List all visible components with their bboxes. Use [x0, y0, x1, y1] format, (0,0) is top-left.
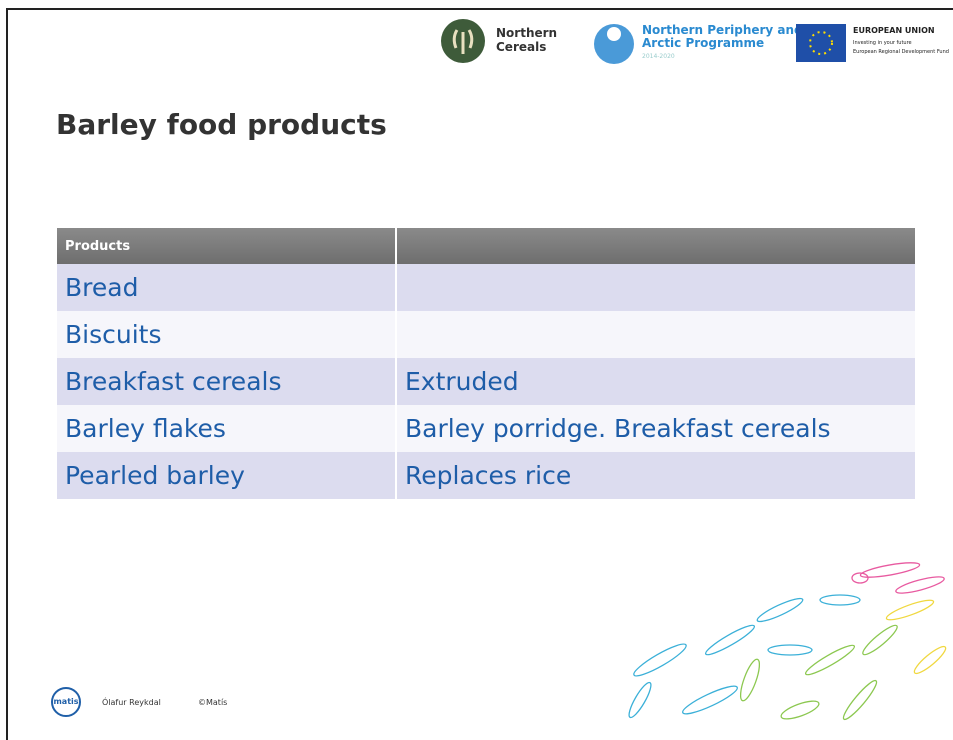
decoration — [600, 550, 953, 724]
matis-logo: matis — [50, 686, 82, 718]
slide: Northern Cereals Northern Periphery and … — [0, 0, 953, 724]
cell: Bread — [57, 264, 395, 311]
cell: Pearled barley — [57, 452, 395, 499]
cell: Barley flakes — [57, 405, 395, 452]
logo-text: Arctic Programme — [642, 37, 803, 50]
slide-title: Barley food products — [56, 108, 387, 141]
header-row: Products — [57, 228, 915, 264]
header-cell: Products — [57, 228, 395, 264]
logo-text: matis — [53, 697, 78, 706]
logo-text: Investing in your future — [853, 39, 949, 48]
cell: Extruded — [397, 358, 915, 405]
header-cell — [397, 228, 915, 264]
northern-cereals-icon — [440, 18, 486, 64]
eu-logo: EUROPEAN UNION Investing in your future … — [853, 26, 949, 57]
author: Ólafur Reykdal — [102, 698, 161, 707]
logo-text: European Regional Development Fund — [853, 48, 949, 57]
cell: Biscuits — [57, 311, 395, 358]
logo-text: Northern — [496, 26, 557, 40]
row: Biscuits — [57, 311, 915, 358]
logo-text: Cereals — [496, 40, 557, 54]
cell: Replaces rice — [397, 452, 915, 499]
cell — [397, 264, 915, 311]
copyright: ©Matís — [198, 698, 227, 707]
logo-years: 2014-2020 — [642, 50, 803, 63]
logo-text: EUROPEAN UNION — [853, 26, 949, 35]
npa-logo: Northern Periphery and Arctic Programme … — [642, 24, 803, 63]
npa-icon — [592, 20, 636, 68]
products-table: Products Bread Biscuits Breakfast cereal… — [55, 228, 917, 499]
cell — [397, 311, 915, 358]
northern-cereals-logo: Northern Cereals — [496, 26, 557, 54]
cell: Barley porridge. Breakfast cereals — [397, 405, 915, 452]
eu-flag — [796, 24, 846, 62]
row: Bread — [57, 264, 915, 311]
cell: Breakfast cereals — [57, 358, 395, 405]
